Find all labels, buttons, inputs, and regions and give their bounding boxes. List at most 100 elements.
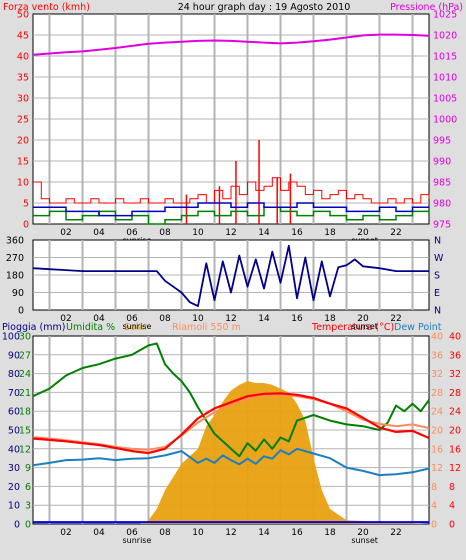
rain-y-tick: 20 — [8, 482, 20, 493]
temperature-y-tick: 20 — [431, 426, 443, 437]
temperature-y-tick: 8 — [431, 482, 437, 493]
x-tick-label: 18 — [324, 528, 336, 538]
x-tick-label: 20 — [357, 228, 369, 238]
pressure-y-tick: 980 — [433, 199, 451, 210]
rain-y-tick: 40 — [8, 444, 20, 455]
temperature-y-tick-right: 40 — [449, 332, 461, 343]
direction-y-tick: 0 — [18, 306, 24, 317]
x-tick-label: 14 — [258, 528, 270, 538]
direction-series-line — [32, 244, 429, 308]
x-tick-label: 18 — [324, 314, 336, 324]
wind-y-tick: 50 — [17, 10, 29, 21]
temperature-y-tick: 16 — [431, 444, 443, 455]
compass-letter: E — [434, 288, 440, 299]
sunrise-label: sunrise — [122, 536, 151, 545]
x-tick-label: 02 — [60, 528, 71, 538]
temperature-y-tick-right: 32 — [449, 369, 461, 380]
temperature-y-tick-right: 36 — [449, 350, 461, 361]
compass-letter: W — [434, 253, 444, 264]
x-tick-label: 14 — [258, 314, 270, 324]
pressure-y-tick: 1005 — [433, 94, 457, 105]
wind-y-tick: 0 — [23, 220, 29, 231]
wind-y-tick: 15 — [17, 157, 29, 168]
rain-scale-y-tick: 12 — [19, 444, 31, 455]
temperature-y-tick: 12 — [431, 463, 443, 474]
x-tick-label: 16 — [291, 228, 303, 238]
rain-scale-y-tick: 15 — [19, 426, 31, 437]
wind-y-tick: 20 — [17, 136, 29, 147]
pressure-y-tick: 1025 — [433, 10, 457, 21]
wind-y-tick: 40 — [17, 52, 29, 63]
rain-y-tick: 70 — [8, 388, 20, 399]
x-tick-label: 02 — [60, 314, 71, 324]
sunset-label: sunset — [351, 536, 378, 545]
humidity-label: Umidita % — [66, 322, 115, 333]
direction-y-tick: 180 — [6, 271, 24, 282]
x-tick-label: 10 — [192, 314, 204, 324]
wind-y-tick: 45 — [17, 31, 29, 42]
x-tick-label: 06 — [126, 528, 138, 538]
x-tick-label: 08 — [159, 528, 171, 538]
wind-y-tick: 30 — [17, 94, 29, 105]
pressure-series-line — [32, 33, 430, 56]
x-tick-label: 16 — [291, 314, 303, 324]
rain-scale-y-tick: 24 — [19, 369, 31, 380]
wind-axis-label: Forza vento (kmh) — [3, 2, 90, 13]
chart-title: 24 hour graph day : 19 Agosto 2010 — [178, 2, 351, 13]
x-tick-label: 12 — [225, 228, 236, 238]
solar-series-area — [33, 381, 429, 524]
wind-y-tick: 5 — [23, 199, 29, 210]
pressure-y-tick: 990 — [433, 157, 451, 168]
temperature-y-tick-right: 8 — [449, 482, 455, 493]
rain-scale-y-tick: 30 — [19, 332, 31, 343]
rain-scale-y-tick: 27 — [19, 350, 31, 361]
x-tick-label: 04 — [93, 228, 105, 238]
rain-axis-label: Pioggia (mm) — [2, 322, 65, 333]
rain-y-tick: 60 — [8, 407, 20, 418]
rain-y-tick: 80 — [8, 369, 20, 380]
x-tick-label: 10 — [192, 528, 204, 538]
wind-y-tick: 10 — [17, 178, 29, 189]
rain-scale-y-tick: 6 — [25, 482, 31, 493]
temperature-y-tick-right: 24 — [449, 407, 461, 418]
rain-scale-y-tick: 9 — [25, 463, 31, 474]
temperature-y-tick-right: 20 — [449, 426, 461, 437]
x-tick-label: 22 — [390, 314, 401, 324]
gust-series-line — [33, 177, 430, 204]
x-tick-label: 04 — [93, 314, 105, 324]
rain-scale-y-tick: 18 — [19, 407, 31, 418]
temperature-y-tick-right: 0 — [449, 520, 455, 531]
x-tick-label: 22 — [390, 528, 401, 538]
direction-y-tick: 360 — [6, 236, 24, 247]
rain-y-tick: 50 — [8, 426, 20, 437]
chart-panels: 5045403530252015105010251020101510101005… — [2, 10, 461, 546]
temperature-y-tick: 28 — [431, 388, 443, 399]
riamoli-label: Riamoli 550 m — [172, 322, 241, 333]
rain-scale-y-tick: 3 — [25, 501, 31, 512]
compass-letter: S — [434, 271, 440, 282]
x-tick-label: 12 — [225, 314, 236, 324]
pressure-y-tick: 975 — [433, 220, 451, 231]
temperature-y-tick: 0 — [431, 520, 437, 531]
x-tick-label: 02 — [60, 228, 71, 238]
x-tick-label: 06 — [126, 314, 138, 324]
dew-point-series-line — [32, 447, 430, 477]
rain-scale-y-tick: 0 — [25, 520, 31, 531]
temperature-y-tick: 32 — [431, 369, 443, 380]
temperature-axis-label: Temperatura (°C) — [311, 322, 394, 333]
rain-scale-y-tick: 21 — [19, 388, 31, 399]
x-tick-label: 20 — [357, 528, 369, 538]
rain-y-tick: 100 — [2, 332, 20, 343]
rain-y-tick: 0 — [14, 520, 20, 531]
x-tick-label: 08 — [159, 228, 171, 238]
temperature-y-tick-right: 4 — [449, 501, 455, 512]
temperature-y-tick-right: 28 — [449, 388, 461, 399]
temperature-series-line — [32, 392, 430, 455]
x-tick-label: 18 — [324, 228, 336, 238]
x-tick-label: 22 — [390, 228, 401, 238]
direction-y-tick: 90 — [12, 288, 24, 299]
rain-y-tick: 10 — [8, 501, 20, 512]
rain-y-tick: 30 — [8, 463, 20, 474]
pressure-y-tick: 1010 — [433, 73, 457, 84]
